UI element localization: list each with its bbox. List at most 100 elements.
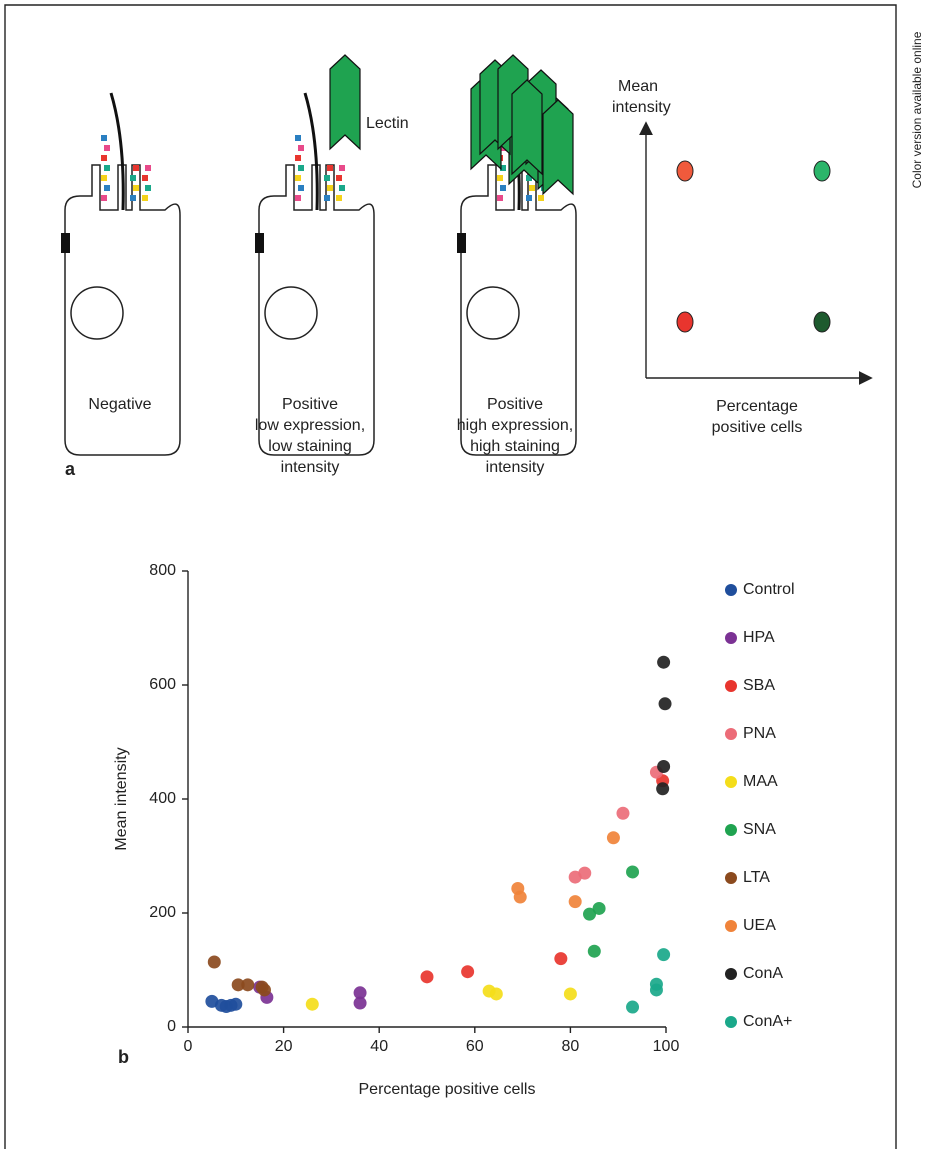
glycan xyxy=(104,185,110,191)
glycan xyxy=(295,155,301,161)
inset-y-label: intensity xyxy=(612,99,671,116)
legend-marker xyxy=(725,776,737,788)
point xyxy=(659,697,672,710)
glycan xyxy=(538,195,544,201)
point xyxy=(626,865,639,878)
glycan xyxy=(529,185,535,191)
cell-caption: Positive xyxy=(487,396,543,413)
glycan xyxy=(101,155,107,161)
legend-label: UEA xyxy=(743,917,776,934)
panel-label: a xyxy=(65,459,76,479)
point xyxy=(588,945,601,958)
inset-x-label: positive cells xyxy=(712,419,803,436)
glycan xyxy=(101,195,107,201)
panel-label: b xyxy=(118,1047,129,1067)
point xyxy=(208,956,221,969)
glycan xyxy=(500,185,506,191)
legend-label: MAA xyxy=(743,773,778,790)
cell-caption: intensity xyxy=(486,459,545,476)
point xyxy=(461,965,474,978)
cell-caption: intensity xyxy=(281,459,340,476)
glycan xyxy=(298,185,304,191)
x-tick-label: 0 xyxy=(184,1038,193,1055)
legend-marker xyxy=(725,728,737,740)
side-note: Color version available online xyxy=(910,31,924,188)
glycan xyxy=(336,195,342,201)
glycan xyxy=(101,135,107,141)
lectin xyxy=(543,100,573,194)
glycan xyxy=(101,175,107,181)
y-tick-label: 600 xyxy=(149,676,176,693)
glycan xyxy=(324,175,330,181)
legend-label: Control xyxy=(743,581,795,598)
cell-caption: low expression, xyxy=(255,417,365,434)
point xyxy=(656,782,669,795)
glycan xyxy=(104,145,110,151)
point xyxy=(554,952,567,965)
glycan xyxy=(526,195,532,201)
point xyxy=(607,831,620,844)
inset-dot xyxy=(814,312,830,332)
legend-marker xyxy=(725,968,737,980)
glycan xyxy=(339,185,345,191)
legend-marker xyxy=(725,872,737,884)
glycan xyxy=(142,175,148,181)
nucleus xyxy=(265,287,317,339)
glycan xyxy=(324,195,330,201)
x-tick-label: 20 xyxy=(275,1038,293,1055)
point xyxy=(626,1001,639,1014)
inset-x-label: Percentage xyxy=(716,398,798,415)
point xyxy=(578,867,591,880)
glycan xyxy=(145,185,151,191)
legend-label: SNA xyxy=(743,821,776,838)
legend-marker xyxy=(725,1016,737,1028)
glycan xyxy=(295,175,301,181)
point xyxy=(569,895,582,908)
cell-caption: Negative xyxy=(88,396,151,413)
legend-marker xyxy=(725,824,737,836)
glycan xyxy=(130,175,136,181)
glycan xyxy=(497,175,503,181)
cell-caption: Positive xyxy=(282,396,338,413)
point xyxy=(657,656,670,669)
glycan xyxy=(295,135,301,141)
glycan xyxy=(327,165,333,171)
point xyxy=(650,978,663,991)
x-tick-label: 60 xyxy=(466,1038,484,1055)
glycan xyxy=(339,165,345,171)
legend-label: ConA+ xyxy=(743,1013,792,1030)
glycan xyxy=(145,165,151,171)
x-tick-label: 80 xyxy=(562,1038,580,1055)
legend-marker xyxy=(725,920,737,932)
glycan xyxy=(327,185,333,191)
nucleus xyxy=(467,287,519,339)
legend-label: PNA xyxy=(743,725,776,742)
x-axis-label: Percentage positive cells xyxy=(359,1081,536,1098)
point xyxy=(354,997,367,1010)
lectin xyxy=(330,55,360,149)
point xyxy=(258,983,271,996)
point xyxy=(490,987,503,1000)
point xyxy=(421,970,434,983)
x-tick-label: 40 xyxy=(370,1038,388,1055)
point xyxy=(593,902,606,915)
glycan xyxy=(104,165,110,171)
point xyxy=(616,807,629,820)
cell-caption: high expression, xyxy=(457,417,574,434)
y-tick-label: 800 xyxy=(149,562,176,579)
inset-dot xyxy=(677,312,693,332)
glycan xyxy=(497,195,503,201)
panel-a: Mean intensity Percentage positive cells… xyxy=(61,55,870,479)
glycan xyxy=(298,165,304,171)
point xyxy=(306,998,319,1011)
point xyxy=(657,948,670,961)
legend-label: LTA xyxy=(743,869,770,886)
glycan xyxy=(295,195,301,201)
membrane-tab xyxy=(61,233,70,253)
nucleus xyxy=(71,287,123,339)
inset-dot xyxy=(814,161,830,181)
point xyxy=(514,891,527,904)
glycan xyxy=(133,185,139,191)
legend-label: HPA xyxy=(743,629,775,646)
